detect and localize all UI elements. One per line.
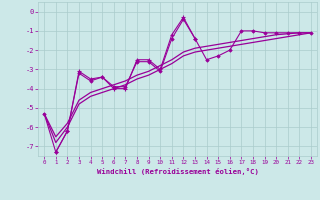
X-axis label: Windchill (Refroidissement éolien,°C): Windchill (Refroidissement éolien,°C) <box>97 168 259 175</box>
